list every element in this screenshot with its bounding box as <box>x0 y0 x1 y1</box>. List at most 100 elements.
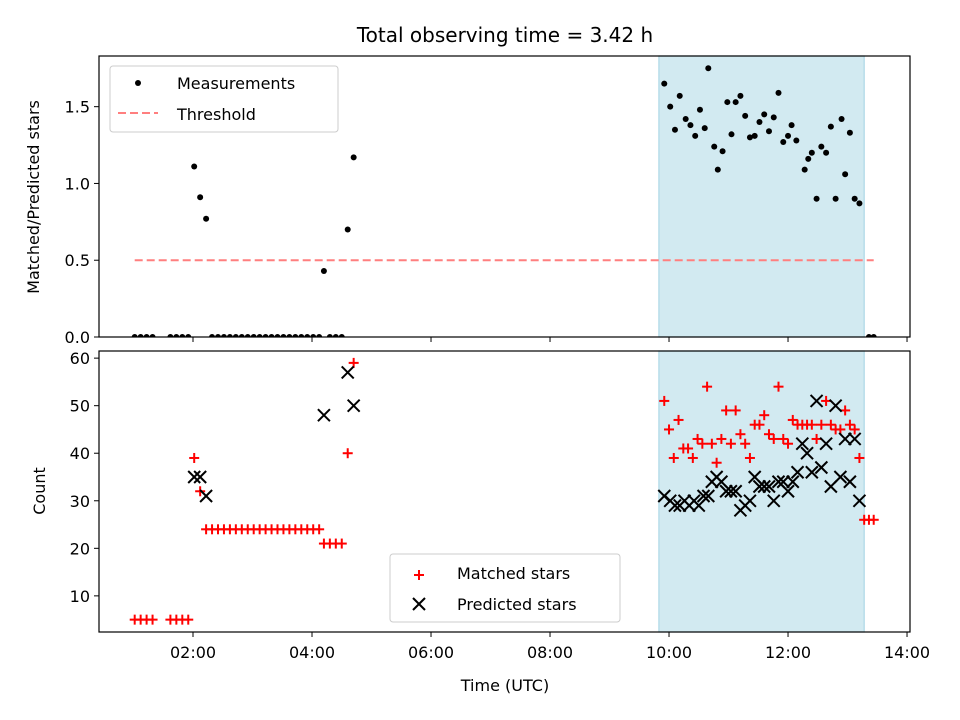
matched-stars-point <box>773 381 784 392</box>
bottom-panel: 02:00 04:00 06:00 08:00 10:00 12:00 14:00 10 20 3… <box>30 349 930 695</box>
predicted-stars-point-d2 <box>724 484 738 498</box>
predicted-stars-point-d2 <box>701 489 715 503</box>
predicted-stars-point-d2 <box>852 494 867 508</box>
predicted-stars-point-d2 <box>833 470 848 484</box>
measurements-point <box>191 163 198 170</box>
measurements-point <box>215 334 222 337</box>
measurements-point <box>785 132 792 139</box>
predicted-stars-point-d2 <box>719 484 733 498</box>
predicted-stars-point-d2 <box>743 494 757 508</box>
top-legend: Measurements Threshold <box>109 65 339 133</box>
measurements-point <box>173 334 180 337</box>
measurements-point <box>751 132 758 139</box>
measurements-point <box>344 226 351 233</box>
bottom-legend: Matched stars Predicted stars <box>389 553 621 623</box>
predicted-stars-point <box>847 432 862 446</box>
predicted-stars-point <box>719 484 733 498</box>
predicted-stars-point <box>790 465 805 479</box>
matched-stars-point <box>721 405 732 416</box>
predicted-stars-point-d2 <box>199 489 213 503</box>
predicted-stars-point-d2 <box>819 437 833 451</box>
measurements-point <box>856 200 863 207</box>
predicted-stars-point <box>762 479 776 494</box>
threshold-legend-label: Threshold <box>176 105 256 124</box>
measurements-point <box>728 131 735 138</box>
predicted-stars-point-d2 <box>762 479 776 494</box>
bottom-y-tick-label: 40 <box>70 444 90 463</box>
measurements-point <box>226 334 233 337</box>
predicted-stars-point <box>814 460 829 475</box>
measurements-point <box>256 334 263 337</box>
measurements-point <box>179 334 186 337</box>
top-y-tick-label: 0.0 <box>65 328 90 347</box>
matched-stars-point <box>336 538 347 549</box>
predicted-stars-point-d2 <box>814 460 829 475</box>
matched-stars-point <box>821 395 832 406</box>
matched-stars-point <box>768 433 779 444</box>
matched-stars-point <box>147 614 158 625</box>
matched-stars-point <box>754 419 765 430</box>
matched-stars-point <box>697 438 708 449</box>
matched-stars-point <box>702 381 713 392</box>
measurements-point <box>870 334 877 337</box>
predicted-stars-point <box>752 479 767 494</box>
bottom-y-tick-label: 20 <box>70 539 90 558</box>
bottom-y-tick-label: 30 <box>70 492 90 511</box>
measurements-point <box>350 154 357 161</box>
matched-stars-point <box>854 452 865 463</box>
top-panel-ylabel: Matched/Predicted stars <box>24 100 43 294</box>
measurements-point <box>149 334 156 337</box>
bottom-y-tick-label: 50 <box>70 397 90 416</box>
measurements-point <box>742 112 749 119</box>
measurements-point <box>705 65 712 72</box>
bottom-panel-xlabel: Time (UTC) <box>460 676 549 695</box>
measurements-point <box>780 138 787 145</box>
measurements-point <box>714 166 721 173</box>
measurements-point <box>765 128 772 135</box>
matched-stars-point <box>787 414 798 425</box>
predicted-stars-point-d2 <box>668 498 682 513</box>
predicted-stars-point <box>187 470 201 484</box>
measurements-point <box>737 92 744 99</box>
measurements-point <box>838 115 845 122</box>
matched-stars-point <box>778 433 789 444</box>
measurements-point <box>770 114 777 121</box>
measurements-point <box>711 143 718 150</box>
measurements-point <box>316 334 323 337</box>
predicted-stars-point <box>776 475 790 489</box>
measurements-point <box>823 149 830 156</box>
predicted-stars-point <box>668 498 682 513</box>
predicted-stars-point <box>346 398 361 413</box>
predicted-stars-point-d2 <box>187 470 201 484</box>
matched-stars-point <box>835 424 846 435</box>
measurements-point <box>671 126 678 133</box>
predicted-stars-point <box>843 475 857 489</box>
matched-stars-point <box>735 429 746 440</box>
measurements-point <box>232 334 239 337</box>
matched-stars-point <box>868 514 879 525</box>
bottom-panel-ylabel: Count <box>30 467 49 515</box>
measurements-point <box>185 334 192 337</box>
matched-stars-point <box>668 452 679 463</box>
matched-stars-point <box>783 438 794 449</box>
predicted-stars-point <box>805 465 819 479</box>
bottom-y-tick-label: 60 <box>70 349 90 368</box>
measurements-point <box>813 195 820 202</box>
matched-stars-point <box>811 433 822 444</box>
figure-title: Total observing time = 3.42 h <box>356 23 653 47</box>
predicted-stars-point <box>833 470 848 484</box>
measurements-point <box>775 89 782 96</box>
measurements-point <box>793 137 800 144</box>
predicted-stars-point-d2 <box>800 446 814 460</box>
measurements-point <box>687 122 694 129</box>
predicted-stars-point <box>317 408 331 422</box>
predicted-stars-point-d2 <box>805 465 819 479</box>
predicted-stars-point <box>701 489 715 503</box>
predicted-stars-point-d2 <box>193 470 207 484</box>
predicted-stars-point-d2 <box>747 470 762 484</box>
top-marks <box>131 65 877 337</box>
measurements-point <box>338 334 345 337</box>
predicted-stars-point-d2 <box>752 479 767 494</box>
measurements-point <box>846 129 853 136</box>
